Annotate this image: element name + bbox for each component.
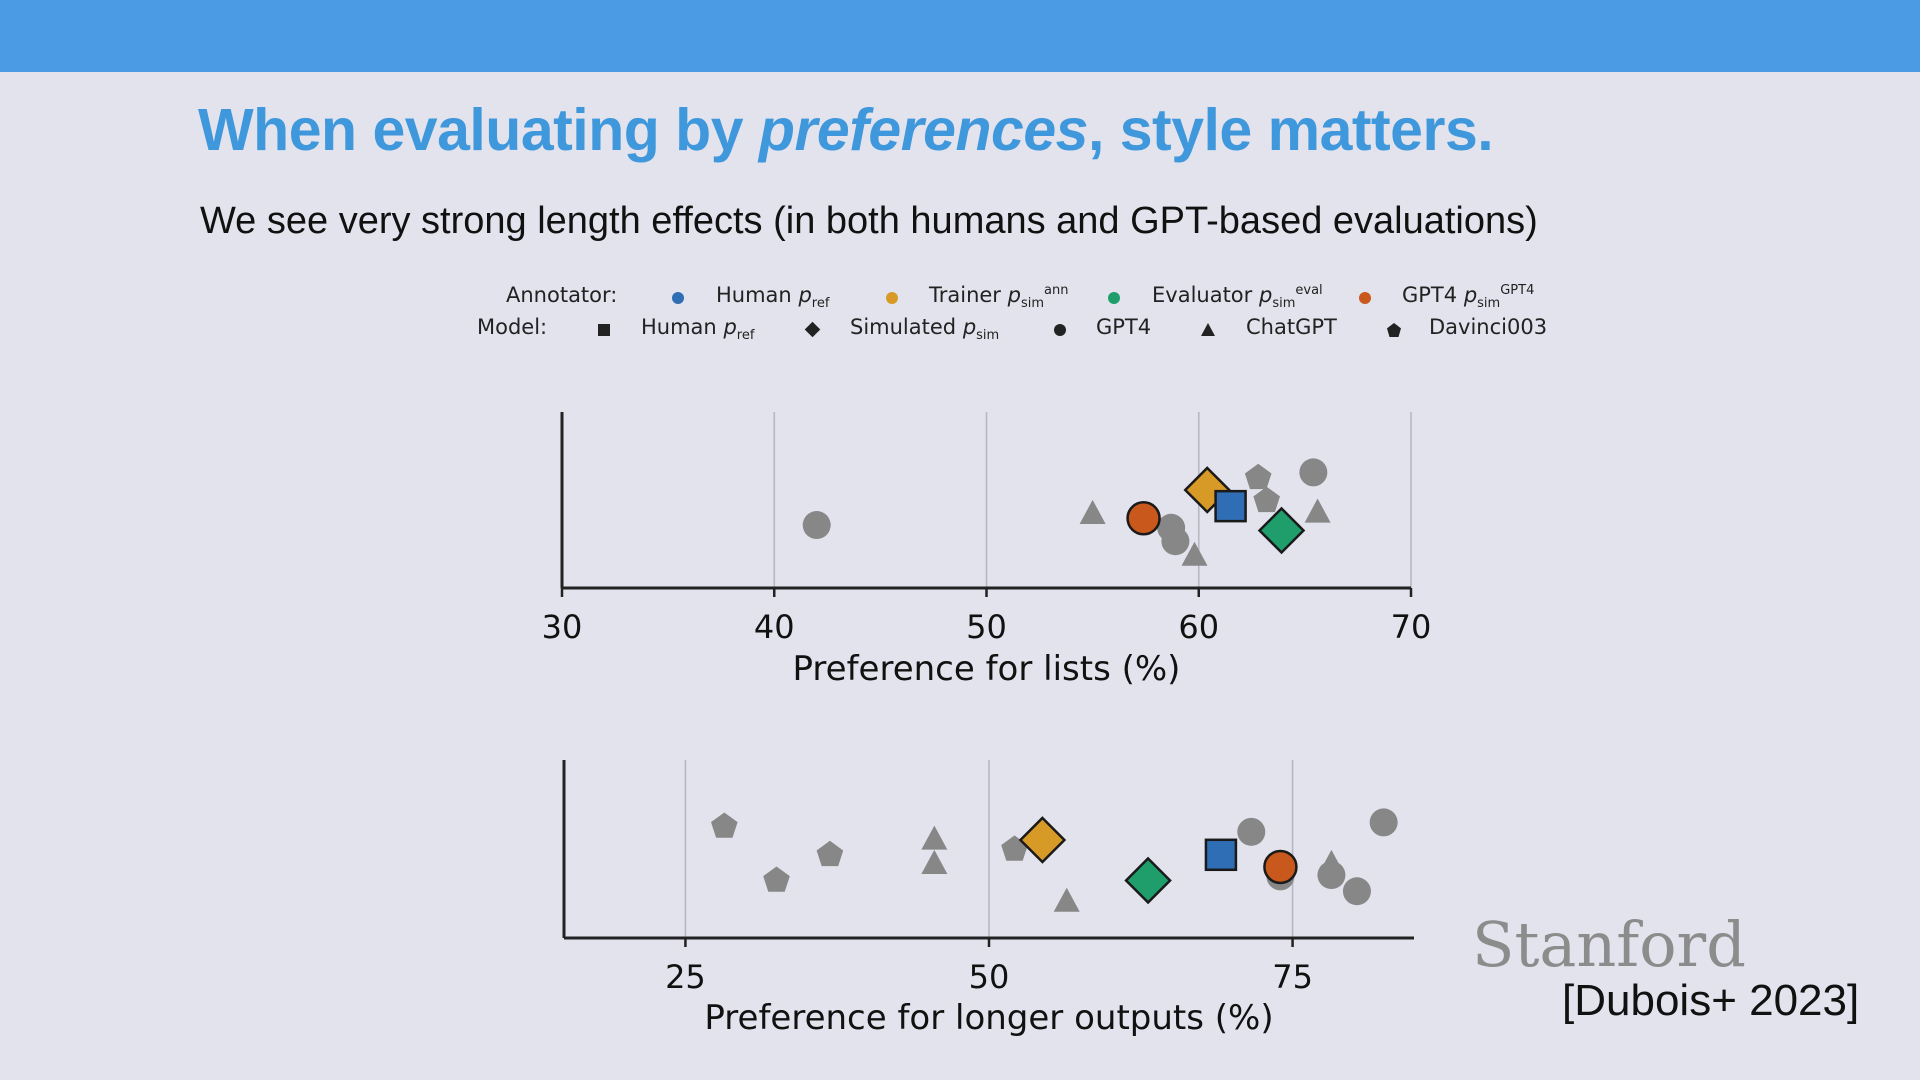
citation: [Dubois+ 2023]	[1562, 976, 1860, 1025]
x-tick-label: 50	[969, 958, 1010, 996]
data-point-pentagon	[711, 812, 738, 838]
legend-model-row: Model: Human pref Simulated psim GPT4 Ch…	[470, 315, 1600, 345]
x-axis-label: Preference for lists (%)	[793, 649, 1181, 689]
x-tick-label: 25	[665, 958, 706, 996]
legend-model-3: ChatGPT	[1246, 315, 1337, 339]
legend-model-2: GPT4	[1096, 315, 1152, 339]
data-point-triangle	[1181, 541, 1208, 566]
data-point-pentagon	[763, 866, 790, 892]
legend-dot-icon	[886, 283, 898, 309]
data-point-evaluator-diamond	[1257, 506, 1306, 555]
data-point-circle	[1342, 877, 1371, 906]
data-point-gpt4-circle	[1126, 501, 1161, 536]
legend-annotator-1-color	[886, 292, 898, 304]
legend-annotator-2-color	[1108, 292, 1120, 304]
legend-annotator-row: Annotator: Human pref Trainer psimann Ev…	[470, 283, 1600, 313]
legend-dot-icon	[1359, 283, 1371, 309]
legend-model-0: Human pref	[641, 315, 755, 344]
data-point-circle	[1299, 458, 1328, 487]
legend-annotator-label: Annotator:	[506, 283, 618, 307]
stanford-logo: Stanford	[1472, 908, 1746, 981]
data-point-triangle	[1053, 887, 1080, 912]
data-point-pentagon	[1244, 463, 1272, 490]
x-tick-label: 40	[754, 608, 795, 646]
x-tick-label: 75	[1272, 958, 1313, 996]
data-point-human-square	[1204, 838, 1238, 872]
x-tick-label: 30	[542, 608, 583, 646]
x-tick-label: 60	[1178, 608, 1219, 646]
top-banner	[0, 0, 1920, 72]
slide-subtitle: We see very strong length effects (in bo…	[200, 200, 1538, 242]
data-point-circle	[1369, 808, 1398, 837]
legend-model-1: Simulated psim	[850, 315, 1000, 344]
data-point-circle	[802, 511, 831, 540]
legend-model-4: Davinci003	[1429, 315, 1548, 339]
triangle-marker-icon	[1201, 315, 1215, 341]
data-point-triangle	[921, 849, 948, 874]
legend-annotator-3: GPT4 psimGPT4	[1402, 283, 1535, 312]
x-tick-label: 50	[966, 608, 1007, 646]
title-emphasis: preferences	[758, 97, 1089, 163]
square-marker-icon	[598, 315, 610, 341]
legend-model-label: Model:	[477, 315, 548, 339]
scatter-plot-1: 30 40 50 60 70 Preference for lists (%)	[542, 412, 1432, 689]
data-point-circle	[1161, 527, 1190, 556]
data-point-gpt4-circle	[1263, 849, 1298, 885]
legend-annotator-0: Human pref	[716, 283, 830, 312]
legend-annotator-3-color	[1359, 292, 1371, 304]
data-point-pentagon	[816, 840, 844, 867]
legend-annotator-1: Trainer psimann	[929, 283, 1069, 312]
title-part-1: When evaluating by	[198, 97, 759, 163]
legend-dot-icon	[1108, 283, 1120, 309]
data-point-pentagon	[1253, 486, 1280, 513]
slide-title: When evaluating by preferences, style ma…	[198, 96, 1494, 164]
data-point-circle	[1237, 817, 1266, 846]
x-axis-label: Preference for longer outputs (%)	[704, 998, 1273, 1038]
data-point-triangle	[1304, 498, 1331, 523]
legend-dot-icon	[672, 283, 684, 309]
legend-annotator-0-color	[672, 292, 684, 304]
legend-annotator-2: Evaluator psimeval	[1152, 283, 1323, 312]
pentagon-marker-icon	[1387, 315, 1401, 342]
data-point-triangle	[1079, 499, 1106, 524]
circle-marker-icon	[1054, 315, 1066, 341]
data-point-trainer-diamond	[1018, 816, 1067, 864]
data-point-circle	[1317, 861, 1346, 890]
title-part-2: , style matters.	[1087, 97, 1494, 163]
data-point-human-square	[1214, 489, 1247, 523]
chart-legend: Annotator: Human pref Trainer psimann Ev…	[470, 283, 1600, 353]
data-point-evaluator-diamond	[1124, 856, 1172, 905]
x-tick-label: 70	[1391, 608, 1432, 646]
data-point-triangle	[921, 825, 948, 850]
